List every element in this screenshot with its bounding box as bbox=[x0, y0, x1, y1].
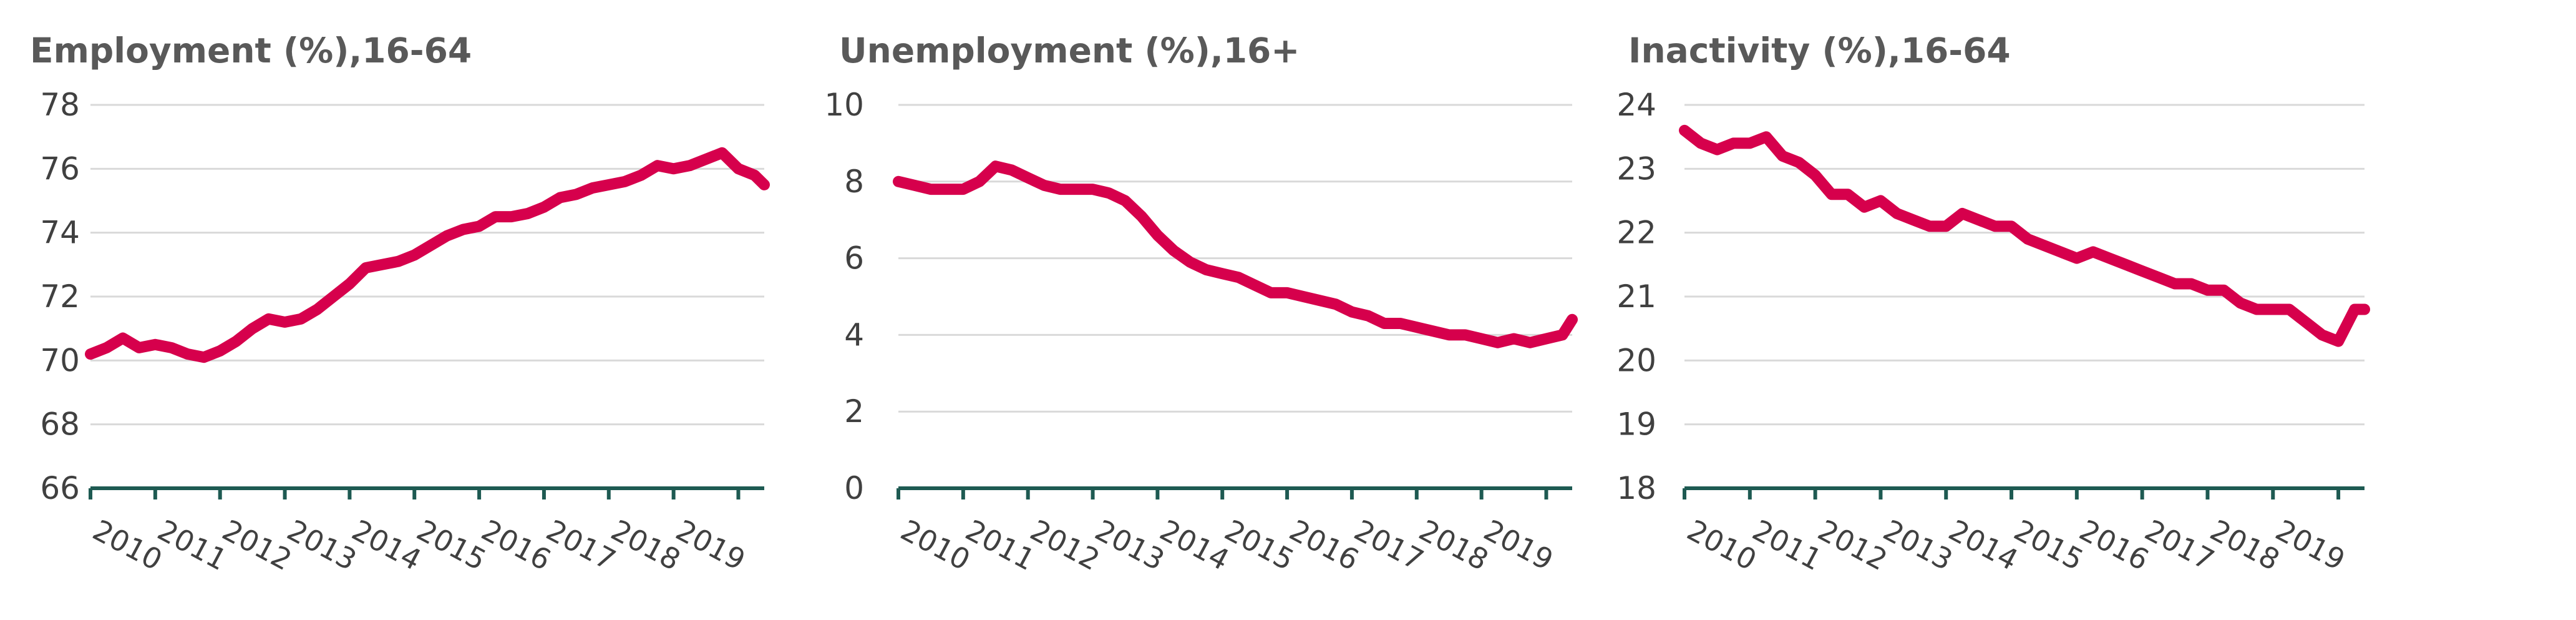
y-tick-label: 2 bbox=[844, 393, 864, 430]
series-line bbox=[893, 160, 1578, 348]
series-line bbox=[1679, 124, 2370, 347]
x-tick-label: 2016 bbox=[2074, 513, 2154, 578]
y-tick-label: 76 bbox=[40, 150, 80, 187]
x-tick-label: 2015 bbox=[2009, 513, 2089, 578]
x-tick-label: 2013 bbox=[1090, 513, 1170, 578]
chart-title: Inactivity (%),16-64 bbox=[1628, 31, 2011, 71]
y-tick-label: 23 bbox=[1616, 150, 1656, 187]
y-tick-label: 74 bbox=[40, 215, 80, 251]
x-tick-label: 2011 bbox=[960, 513, 1041, 578]
x-tick-label: 2016 bbox=[476, 513, 557, 578]
x-tick-label: 2014 bbox=[1943, 513, 2024, 578]
employment-chart: Employment (%),16-64 6668707274767820102… bbox=[30, 31, 770, 578]
y-tick-label: 78 bbox=[40, 87, 80, 123]
x-tick-label: 2017 bbox=[2139, 513, 2220, 578]
y-tick-label: 22 bbox=[1616, 215, 1656, 251]
x-tick-label: 2019 bbox=[1479, 513, 1559, 578]
x-tick-label: 2015 bbox=[411, 513, 492, 578]
y-tick-label: 8 bbox=[844, 164, 864, 200]
y-tick-label: 4 bbox=[844, 317, 864, 353]
series-line bbox=[85, 147, 770, 363]
x-tick-label: 2018 bbox=[2205, 513, 2285, 578]
y-tick-label: 18 bbox=[1616, 470, 1656, 506]
x-tick-label: 2011 bbox=[1747, 513, 1827, 578]
x-tick-label: 2019 bbox=[2270, 513, 2351, 578]
x-tick-label: 2019 bbox=[671, 513, 751, 578]
x-tick-label: 2014 bbox=[1154, 513, 1235, 578]
x-tick-label: 2011 bbox=[152, 513, 233, 578]
x-tick-label: 2012 bbox=[1812, 513, 1893, 578]
x-tick-label: 2013 bbox=[282, 513, 362, 578]
y-tick-label: 21 bbox=[1616, 278, 1656, 315]
x-tick-label: 2013 bbox=[1878, 513, 1958, 578]
x-tick-label: 2016 bbox=[1284, 513, 1364, 578]
x-tick-label: 2015 bbox=[1219, 513, 1300, 578]
y-tick-label: 68 bbox=[40, 406, 80, 443]
x-tick-label: 2010 bbox=[895, 513, 976, 578]
chart-title: Unemployment (%),16+ bbox=[839, 31, 1300, 71]
y-tick-label: 6 bbox=[844, 240, 864, 277]
x-tick-label: 2018 bbox=[606, 513, 686, 578]
y-tick-label: 66 bbox=[40, 470, 80, 506]
y-tick-label: 0 bbox=[844, 470, 864, 506]
x-tick-label: 2014 bbox=[346, 513, 427, 578]
y-tick-label: 20 bbox=[1616, 342, 1656, 378]
x-tick-label: 2010 bbox=[87, 513, 168, 578]
inactivity-chart: Inactivity (%),16-64 1819202122232420102… bbox=[1616, 31, 2370, 578]
unemployment-chart: Unemployment (%),16+ 0 2 4 6 8 10 201020112012… bbox=[824, 31, 1578, 578]
y-tick-label: 72 bbox=[40, 278, 80, 315]
x-tick-label: 2012 bbox=[217, 513, 298, 578]
y-tick-label: 10 bbox=[824, 87, 864, 123]
chart-title: Employment (%),16-64 bbox=[30, 31, 472, 71]
x-tick-label: 2017 bbox=[541, 513, 621, 578]
x-tick-label: 2010 bbox=[1682, 513, 1762, 578]
x-tick-label: 2018 bbox=[1414, 513, 1494, 578]
y-tick-label: 24 bbox=[1616, 87, 1656, 123]
y-tick-label: 70 bbox=[40, 342, 80, 378]
x-tick-label: 2012 bbox=[1025, 513, 1106, 578]
y-tick-label: 19 bbox=[1616, 406, 1656, 443]
x-tick-label: 2017 bbox=[1349, 513, 1429, 578]
